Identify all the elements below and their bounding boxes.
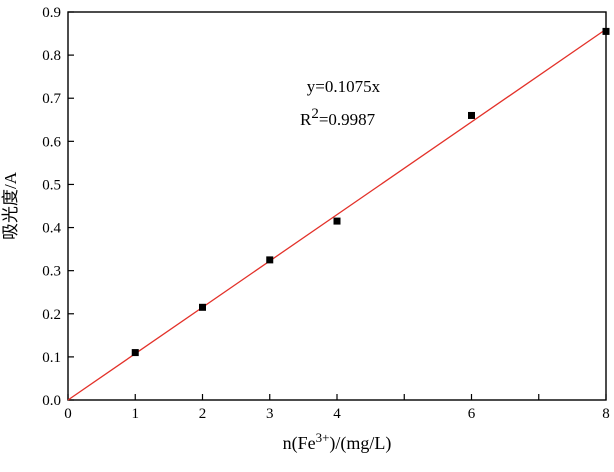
y-tick-label: 0.4 — [42, 221, 61, 237]
x-tick-label: 0 — [64, 406, 72, 422]
data-point — [131, 349, 139, 357]
x-tick-label: 3 — [266, 406, 274, 422]
y-tick-label: 0.8 — [42, 48, 61, 64]
x-tick-label: 8 — [602, 406, 610, 422]
y-axis-label: 吸光度/A — [1, 171, 20, 240]
data-point — [333, 217, 341, 225]
data-point — [199, 303, 206, 311]
y-tick-label: 0.0 — [42, 393, 61, 409]
fit-line — [67, 28, 607, 401]
y-tick-label: 0.1 — [42, 350, 61, 366]
x-tick-label: 1 — [132, 406, 140, 422]
r-squared-label: R2=0.9987 — [300, 106, 376, 129]
data-point — [602, 27, 610, 35]
y-tick-label: 0.6 — [42, 134, 61, 150]
y-tick-label: 0.2 — [42, 307, 61, 323]
equation-label: y=0.1075x — [307, 77, 381, 96]
y-tick-label: 0.3 — [42, 264, 61, 280]
x-axis-label: n(Fe3+)/(mg/L) — [283, 430, 392, 454]
x-tick-label: 2 — [199, 406, 207, 422]
y-tick-label: 0.9 — [42, 5, 61, 21]
x-tick-label: 6 — [468, 406, 476, 422]
y-tick-label: 0.5 — [42, 177, 61, 193]
data-point — [266, 256, 274, 264]
y-tick-label: 0.7 — [42, 91, 61, 107]
plot-frame — [67, 11, 607, 401]
data-point — [468, 111, 475, 119]
x-tick-label: 4 — [333, 406, 341, 422]
